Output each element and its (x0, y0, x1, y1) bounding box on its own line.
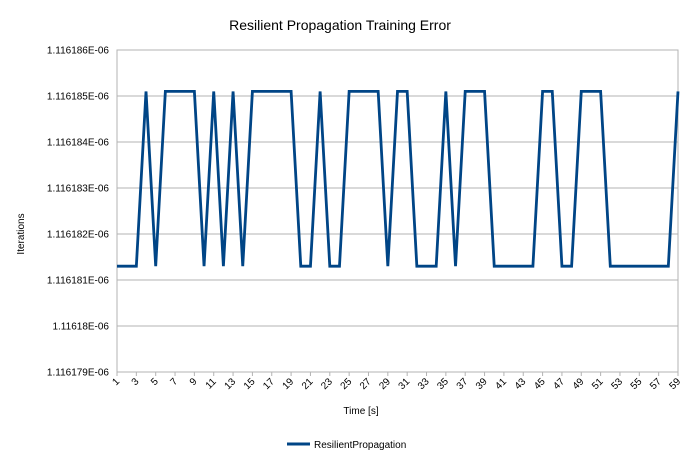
data-point (435, 265, 437, 267)
data-point (309, 265, 311, 267)
data-point (174, 90, 176, 92)
y-tick-label: 1.11618E-06 (52, 322, 109, 333)
data-point (164, 90, 166, 92)
x-axis-title: Time [s] (343, 406, 378, 417)
y-tick-label: 1.116186E-06 (47, 46, 110, 57)
data-point (522, 265, 524, 267)
data-point (125, 265, 127, 267)
y-tick-labels: 1.116186E-06 1.116185E-06 1.116184E-06 1.11… (47, 46, 110, 379)
data-point (377, 90, 379, 92)
data-point (599, 90, 601, 92)
data-point (493, 265, 495, 267)
data-point (454, 265, 456, 267)
y-tick-label: 1.116182E-06 (47, 230, 110, 241)
data-point (580, 90, 582, 92)
data-point (242, 265, 244, 267)
data-point (628, 265, 630, 267)
data-point (348, 90, 350, 92)
data-point (203, 265, 205, 267)
data-point (464, 90, 466, 92)
data-point (300, 265, 302, 267)
data-point (145, 90, 147, 92)
data-point (609, 265, 611, 267)
data-point (338, 265, 340, 267)
data-point (425, 265, 427, 267)
data-point (590, 90, 592, 92)
data-point (329, 265, 331, 267)
data-point (184, 90, 186, 92)
y-tick-label: 1.116179E-06 (47, 368, 110, 379)
data-point (193, 90, 195, 92)
legend-label: ResilientPropagation (314, 440, 406, 451)
data-point (319, 90, 321, 92)
data-point (532, 265, 534, 267)
data-point (135, 265, 137, 267)
data-point (232, 90, 234, 92)
y-tick-label: 1.116181E-06 (47, 276, 110, 287)
data-point (280, 90, 282, 92)
data-point (648, 265, 650, 267)
data-point (570, 265, 572, 267)
data-point (367, 90, 369, 92)
data-point (638, 265, 640, 267)
y-axis-title: Iterations (16, 213, 27, 254)
data-point (551, 90, 553, 92)
data-point (396, 90, 398, 92)
data-point (251, 90, 253, 92)
data-point (503, 265, 505, 267)
series-layer (116, 90, 680, 268)
data-point (677, 90, 679, 92)
data-point (416, 265, 418, 267)
data-point (657, 265, 659, 267)
data-point (541, 90, 543, 92)
data-point (154, 265, 156, 267)
data-point (619, 265, 621, 267)
y-tick-label: 1.116184E-06 (47, 138, 110, 149)
data-point (261, 90, 263, 92)
data-point (512, 265, 514, 267)
y-tick-label: 1.116185E-06 (47, 92, 110, 103)
data-point (474, 90, 476, 92)
data-point (483, 90, 485, 92)
data-point (271, 90, 273, 92)
data-point (290, 90, 292, 92)
data-point (561, 265, 563, 267)
data-point (406, 90, 408, 92)
data-point (213, 90, 215, 92)
y-tick-label: 1.116183E-06 (47, 184, 110, 195)
legend: ResilientPropagation (287, 440, 406, 451)
data-point (116, 265, 118, 267)
plot-area-frame (116, 49, 679, 373)
data-point (358, 90, 360, 92)
chart-title: Resilient Propagation Training Error (229, 17, 451, 33)
data-point (445, 90, 447, 92)
data-point (667, 265, 669, 267)
data-point (222, 265, 224, 267)
data-point (387, 265, 389, 267)
series-line (117, 90, 680, 268)
